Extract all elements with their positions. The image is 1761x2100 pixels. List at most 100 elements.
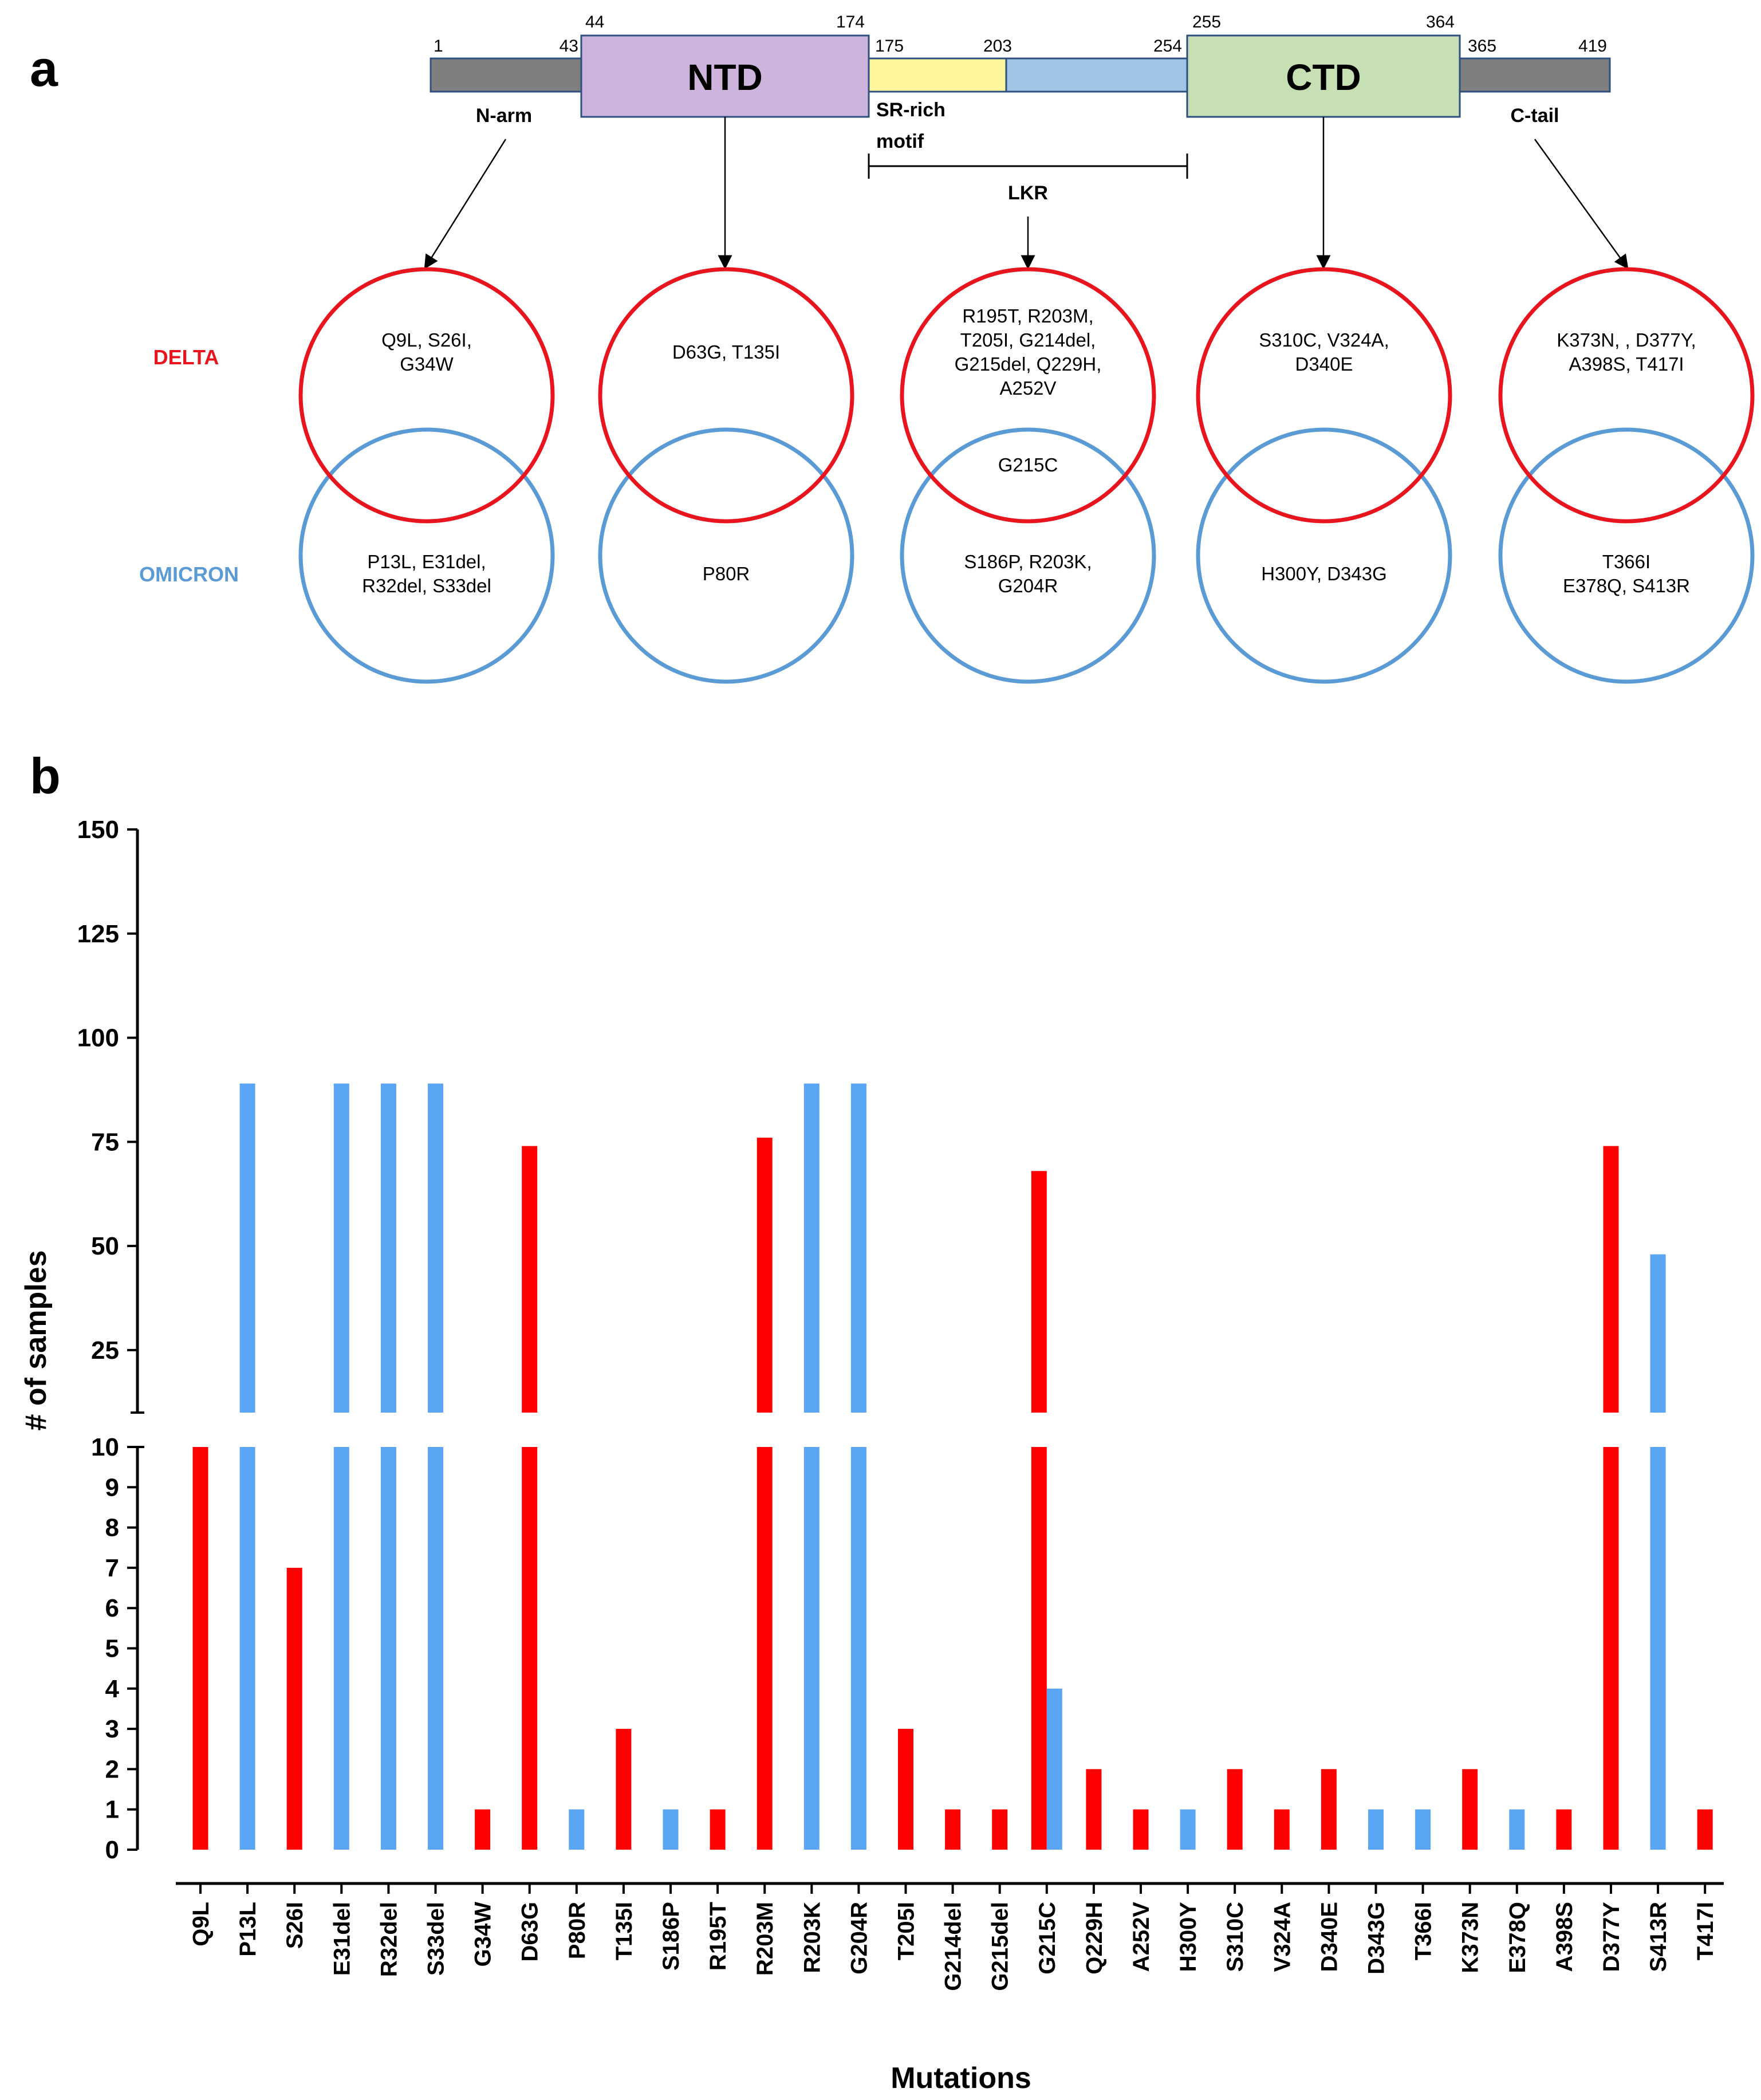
pos-365: 365 [1468,37,1496,56]
bars [192,1083,1713,1850]
bar-omicron-h300y [1180,1809,1196,1850]
y-ticks: 0 1 2 3 4 5 6 7 8 9 10 25 50 75 100 125 150 [77,816,144,1864]
x-ticks: Q9L P13L S26I E31del R32del S33del G34W D63G P80… [188,1883,1718,1991]
x-tick-label: D377Y [1599,1902,1624,1972]
y-tick-label: 6 [105,1594,119,1622]
bar-omicron-p13l [239,1447,255,1850]
bar-upper-omicron-p13l [239,1083,255,1413]
x-tick-label: G204R [846,1902,872,1975]
x-tick-label: S310C [1223,1902,1248,1972]
panel-a-label: a [30,40,58,97]
c-tail-segment [1459,57,1611,93]
x-tick-label: P13L [235,1902,261,1957]
omicron-circle [900,427,1156,684]
bar-upper-delta-d377y [1603,1146,1619,1413]
delta-circle [1196,267,1452,524]
y-tick-label: 7 [105,1554,119,1582]
x-tick-label: Q229H [1082,1902,1107,1975]
bar-delta-g215del [992,1809,1008,1850]
y-tick-label: 125 [77,920,119,948]
x-tick-label: S33del [424,1902,449,1976]
bar-delta-r203m [757,1447,773,1850]
x-tick-label: A398S [1552,1902,1577,1972]
bar-upper-omicron-r32del [380,1083,396,1413]
delta-mutation-text: D340E [1295,353,1353,375]
x-tick-label: R195T [706,1902,731,1971]
x-tick-label: A252V [1129,1902,1154,1972]
x-tick-label: R32del [376,1902,401,1977]
delta-mutation-text: R195T, R203M, [962,305,1093,327]
x-tick-label: E378Q [1505,1902,1530,1973]
x-tick-label: V324A [1270,1902,1295,1972]
x-tick-label: T417I [1693,1902,1718,1960]
bar-omicron-t366i [1415,1809,1431,1850]
x-tick-label: K373N [1458,1902,1483,1973]
y-tick-label: 150 [77,816,119,844]
ntd-box [580,34,870,118]
bar-delta-q9l [192,1447,208,1850]
bar-delta-t135i [616,1729,632,1850]
x-tick-label: P80R [565,1902,590,1959]
pos-43: 43 [560,37,578,56]
delta-label: DELTA [153,345,219,369]
sr-rich-label-line1: SR-rich [876,99,945,121]
y-tick-label: 5 [105,1635,119,1663]
x-tick-label: T205I [894,1902,919,1960]
omicron-mutation-text: H300Y, D343G [1261,563,1387,584]
bar-upper-omicron-g204r [850,1083,866,1413]
arrow-n-arm [424,139,507,270]
bar-delta-d340e [1321,1769,1337,1850]
bar-upper-omicron-s33del [428,1083,443,1413]
y-tick-label: 75 [91,1128,119,1156]
n-arm-label: N-arm [476,105,532,127]
x-tick-label: E31del [329,1902,354,1976]
pos-175: 175 [875,37,904,56]
sr-rich-segment [868,57,1007,93]
x-tick-label: D63G [518,1902,543,1962]
shared-mutation-text: G215C [998,454,1058,475]
y-tick-label: 2 [105,1755,119,1783]
bar-delta-g214del [945,1809,961,1850]
bar-omicron-d343g [1368,1809,1384,1850]
bar-delta-k373n [1462,1769,1478,1850]
bar-chart: # of samples Mutations 0 1 2 3 4 5 6 7 8 9 10 25 50 7… [19,816,1724,2095]
y-tick-label: 3 [105,1715,119,1743]
bar-upper-omicron-r203k [803,1083,820,1413]
bar-upper-omicron-e31del [333,1083,349,1413]
bar-upper-delta-r203m [757,1138,773,1413]
x-tick-label: S186P [659,1902,684,1971]
n-arm-segment [430,57,582,93]
x-tick-label: G215del [988,1902,1013,1991]
venn-ctd: S310C, V324A,D340E H300Y, D343G [1196,267,1452,684]
bar-omicron-p80r [569,1809,585,1850]
delta-mutation-text: D63G, T135I [672,341,780,363]
omicron-circle [1196,427,1452,684]
bar-upper-delta-g215c [1031,1171,1047,1413]
delta-mutation-text: G34W [400,353,454,375]
bar-delta-v324a [1274,1809,1290,1850]
x-tick-label: G214del [941,1902,966,1991]
bar-delta-t205i [898,1729,913,1850]
pos-203: 203 [983,37,1012,56]
bar-omicron-s186p [663,1809,679,1850]
sr-rich-label-line2: motif [876,131,924,152]
delta-mutation-text: G215del, Q229H, [955,353,1102,375]
delta-mutation-text: S310C, V324A, [1259,329,1389,351]
venn-n-arm: Q9L, S26I,G34W P13L, E31del, R32del, S33de… [298,267,555,684]
panel-b-label: b [30,748,61,804]
bar-delta-s26i [286,1567,302,1850]
delta-mutation-text: T205I, G214del, [960,329,1096,351]
ctd-title: CTD [1286,57,1361,98]
bar-delta-s310c [1227,1769,1243,1850]
bar-upper-omicron-s413r [1650,1254,1666,1413]
venn-lkr: R195T, R203M,T205I, G214del,G215del, Q22… [900,267,1156,684]
x-tick-label: G34W [471,1902,496,1967]
pos-419: 419 [1578,37,1607,56]
arrow-c-tail [1534,139,1629,270]
omicron-mutation-text: P13L, E31del, [367,551,486,572]
bar-delta-r195t [710,1809,726,1850]
bar-omicron-s413r [1650,1447,1666,1850]
omicron-mutation-text: T366I [1602,551,1650,572]
ctd-box [1186,34,1461,118]
